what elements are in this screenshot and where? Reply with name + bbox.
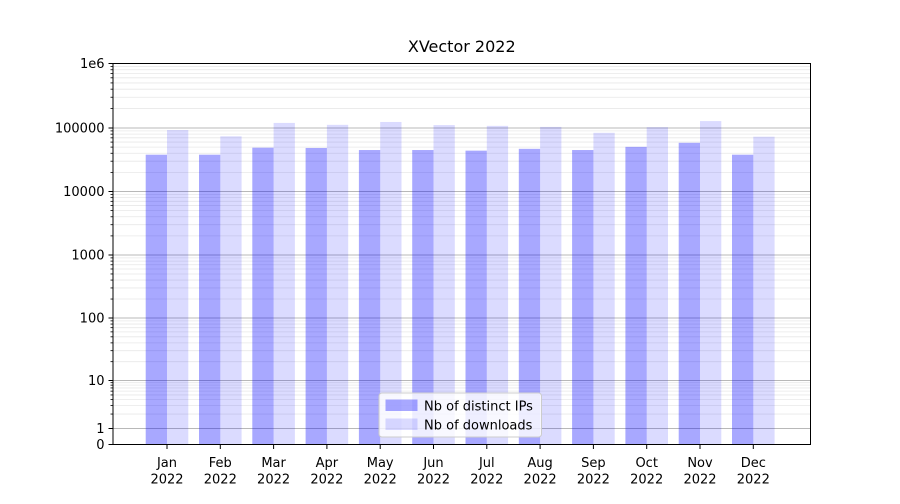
x-tick-label-month: Sep — [581, 456, 606, 471]
bar-downloads-may — [380, 121, 402, 445]
x-tick-label-year: 2022 — [310, 473, 343, 488]
x-tick-label-month: Oct — [635, 456, 657, 471]
x-tick-label-year: 2022 — [204, 473, 237, 488]
bar-distinct-ips-sep — [572, 150, 594, 445]
x-tick-label-month: Aug — [527, 456, 552, 471]
bar-downloads-apr — [326, 124, 349, 445]
bar-downloads-oct — [646, 127, 668, 445]
y-tick-label: 1000 — [71, 249, 104, 264]
y-tick-label: 100000 — [55, 122, 105, 137]
x-tick-label-year: 2022 — [364, 473, 397, 488]
y-tick-label: 0 — [96, 438, 104, 453]
x-tick-label-month: Mar — [261, 456, 286, 471]
chart-title: XVector 2022 — [408, 37, 516, 56]
x-tick-label-month: Nov — [687, 456, 713, 471]
x-tick-label-month: Jul — [478, 456, 495, 471]
bar-distinct-ips-jan — [145, 154, 167, 445]
bar-distinct-ips-feb — [199, 154, 221, 445]
bar-downloads-dec — [753, 136, 775, 445]
x-tick-label-year: 2022 — [257, 473, 290, 488]
x-tick-label-month: Jan — [156, 456, 177, 471]
legend-box — [378, 392, 542, 438]
bar-distinct-ips-dec — [732, 154, 754, 445]
bar-downloads-jan — [167, 130, 189, 445]
bar-downloads-aug — [540, 126, 562, 445]
x-tick-label-month: May — [367, 456, 394, 471]
legend-swatch-downloads — [385, 418, 418, 430]
bar-distinct-ips-aug — [518, 148, 541, 445]
bar-downloads-mar — [273, 122, 295, 445]
y-tick-label: 10000 — [63, 185, 104, 200]
x-tick-label-year: 2022 — [683, 473, 716, 488]
bar-distinct-ips-jun — [412, 150, 434, 445]
x-tick-label-year: 2022 — [737, 473, 770, 488]
bar-distinct-ips-may — [358, 150, 381, 445]
x-tick-label-month: Apr — [316, 456, 339, 471]
bar-distinct-ips-nov — [678, 142, 700, 445]
bar-downloads-nov — [700, 121, 722, 445]
legend-swatch-distinct-ips — [385, 399, 418, 411]
y-tick-label: 1 — [96, 422, 104, 437]
x-tick-label-year: 2022 — [630, 473, 663, 488]
bar-distinct-ips-apr — [305, 147, 327, 445]
y-tick-label: 100 — [80, 312, 105, 327]
bar-downloads-jun — [433, 125, 455, 445]
x-tick-label-month: Jun — [422, 456, 443, 471]
legend-label-distinct-ips: Nb of distinct IPs — [424, 400, 533, 415]
legend-label-downloads: Nb of downloads — [424, 419, 533, 434]
x-tick-label-month: Feb — [209, 456, 232, 471]
bar-downloads-sep — [593, 132, 615, 445]
x-tick-label-year: 2022 — [470, 473, 503, 488]
bar-distinct-ips-jul — [465, 150, 487, 445]
x-tick-label-month: Dec — [741, 456, 766, 471]
bar-distinct-ips-mar — [252, 147, 274, 445]
x-tick-label-year: 2022 — [577, 473, 610, 488]
y-tick-label: 1e6 — [80, 57, 105, 72]
x-tick-label-year: 2022 — [417, 473, 450, 488]
x-tick-label-year: 2022 — [150, 473, 183, 488]
y-tick-label: 10 — [88, 374, 105, 389]
bar-downloads-jul — [486, 125, 509, 445]
bar-downloads-feb — [220, 136, 242, 445]
bar-distinct-ips-oct — [625, 146, 647, 445]
plot-frame — [112, 63, 811, 445]
x-tick-label-year: 2022 — [524, 473, 557, 488]
